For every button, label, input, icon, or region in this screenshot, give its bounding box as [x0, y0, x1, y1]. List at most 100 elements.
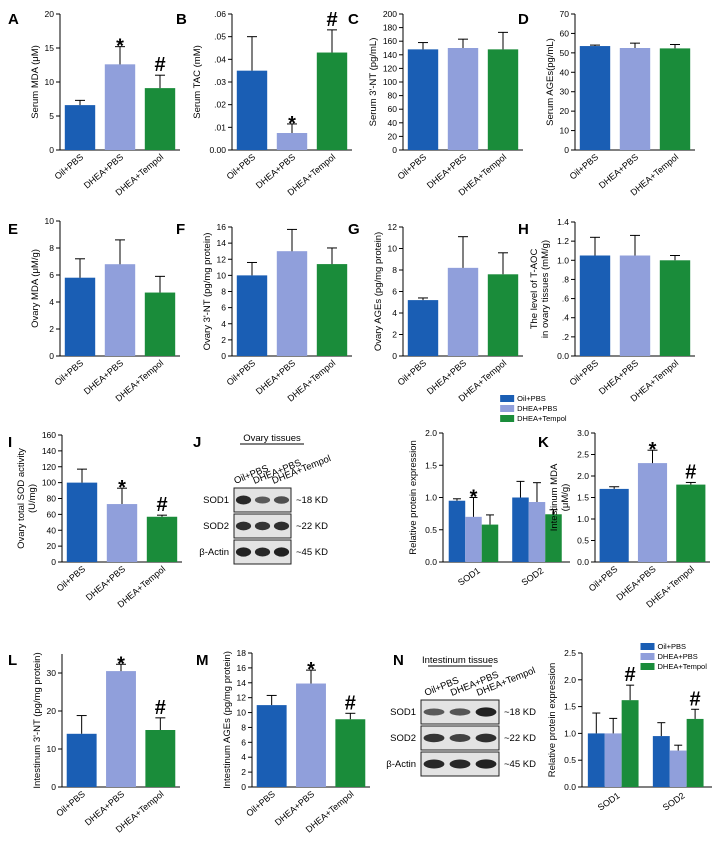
bar-2: [276, 133, 308, 150]
bar-3: [144, 292, 176, 356]
y-tick-label: 0: [51, 782, 56, 792]
panel-letter-b: B: [176, 11, 187, 28]
x-tick-label: Oil+PBS: [568, 152, 601, 182]
chart-h: 0.0 .2 .4 .6 .8 1.0 1.2 1.4 The level of T-AOCin…: [529, 217, 695, 404]
bar-3: [335, 719, 366, 787]
y-tick-label: 1.4: [557, 217, 569, 227]
legend-label: DHEA+Tempol: [658, 662, 708, 671]
y-tick-label: 1.0: [557, 255, 569, 265]
y-tick-label: .6: [562, 294, 569, 304]
blot-protein-label: SOD1: [203, 495, 229, 506]
y-tick-label: 14: [217, 238, 227, 248]
bar-2: [637, 463, 668, 562]
bar-3: [659, 260, 691, 356]
bar-2: [447, 48, 479, 150]
y-tick-label: 2: [241, 767, 246, 777]
bar-1: [256, 705, 287, 787]
y-tick-label: 140: [42, 446, 56, 456]
blot-band: [254, 547, 271, 557]
y-tick-label: 40: [560, 67, 570, 77]
y-axis-label: Relative protein expression: [408, 440, 419, 555]
y-tick-label: 2: [49, 324, 54, 334]
bar-3: [316, 264, 348, 356]
y-tick-label: 10: [237, 708, 247, 718]
bar-sod2-3: [545, 514, 562, 562]
bar-1: [236, 70, 268, 150]
y-axis-label-line: Serum MDA (μM): [30, 45, 41, 119]
y-tick-label: 4: [49, 297, 54, 307]
y-tick-label: 30: [47, 668, 57, 678]
x-tick-label: Oil+PBS: [53, 358, 86, 388]
y-tick-label: 18: [237, 648, 247, 658]
x-tick-label: Oil+PBS: [53, 152, 86, 182]
bar-1: [599, 488, 629, 562]
significance-hash: #: [690, 688, 701, 710]
panel-letter-e: E: [8, 221, 18, 238]
blot-band: [273, 521, 290, 531]
significance-star: *: [307, 659, 315, 681]
y-tick-label: 120: [383, 63, 397, 73]
y-tick-label: 5: [49, 111, 54, 121]
blot-size-label: ~45 KD: [504, 759, 536, 770]
y-axis-label-line: Ovary MDA (μM/g): [30, 249, 41, 328]
bar-1: [579, 46, 611, 150]
y-tick-label: 0: [49, 351, 54, 361]
y-tick-label: 60: [388, 104, 398, 114]
y-tick-label: 2.0: [564, 675, 576, 685]
y-tick-label: 1.2: [557, 236, 569, 246]
bar-sod2-1: [512, 497, 529, 562]
y-axis-label: Intestinum 3'-NT (pg/mg protein): [32, 652, 43, 788]
bar-3: [144, 88, 176, 150]
y-tick-label: 6: [221, 303, 226, 313]
bar-2: [104, 264, 136, 356]
bar-2: [296, 683, 326, 787]
y-axis-label-line: Serum TAC (mM): [192, 45, 203, 119]
legend-swatch: [500, 415, 515, 422]
y-axis-label: Ovary total SOD activity(U/mg): [16, 448, 38, 549]
y-axis-label-line: in ovary tissues (mM/g): [540, 240, 551, 338]
y-axis-label: Serum AGEs(pg/mL): [545, 38, 556, 126]
y-tick-label: 20: [388, 131, 398, 141]
y-tick-label: 0: [564, 145, 569, 155]
panel-letter-d: D: [518, 11, 529, 28]
y-tick-label: 120: [42, 462, 56, 472]
x-tick-label: SOD1: [456, 565, 482, 587]
blot-size-label: ~18 KD: [296, 495, 328, 506]
y-tick-label: 0.0: [577, 557, 589, 567]
y-tick-label: 2.0: [425, 428, 437, 438]
blot-band: [449, 759, 471, 769]
y-tick-label: 1.5: [564, 702, 576, 712]
y-tick-label: .03: [214, 77, 226, 87]
blot-title: Ovary tissues: [243, 433, 301, 444]
chart-m: 0 2 4 6 8 10 12 14 16 18 Intestinum AGEs (pg/mg pr…: [222, 648, 370, 835]
y-tick-label: 0: [221, 351, 226, 361]
panel-letter-m: M: [196, 652, 209, 669]
bar-1: [66, 482, 98, 562]
bar-1: [579, 255, 611, 356]
bar-sod2-2: [528, 502, 546, 562]
significance-star: *: [116, 36, 124, 58]
bar-2: [104, 64, 136, 150]
bar-2: [619, 255, 651, 356]
blot-band: [273, 547, 290, 557]
y-tick-label: 2: [392, 330, 397, 340]
panel-letter-f: F: [176, 221, 185, 238]
blot-size-label: ~22 KD: [296, 521, 328, 532]
y-axis-label: Serum MDA (μM): [30, 45, 41, 119]
y-tick-label: 2.5: [564, 648, 576, 658]
bar-sod1-3: [621, 700, 639, 787]
chart-b: 0.00 .01 .02 .03 .04 .05 .06 Serum TAC (mM) Oil+…: [192, 9, 352, 198]
y-tick-label: 8: [49, 243, 54, 253]
chart-j: 0.0 0.5 1.0 1.5 2.0 Relative protein expressi…: [408, 394, 570, 588]
y-tick-label: 14: [237, 678, 247, 688]
y-tick-label: 8: [392, 265, 397, 275]
bar-3: [316, 52, 348, 150]
blot-band: [449, 708, 471, 716]
bar-1: [236, 275, 268, 356]
y-tick-label: 20: [47, 541, 57, 551]
panel-letter-l: L: [8, 652, 17, 669]
y-tick-label: 4: [221, 319, 226, 329]
bar-1: [64, 277, 96, 356]
bar-1: [64, 105, 96, 150]
